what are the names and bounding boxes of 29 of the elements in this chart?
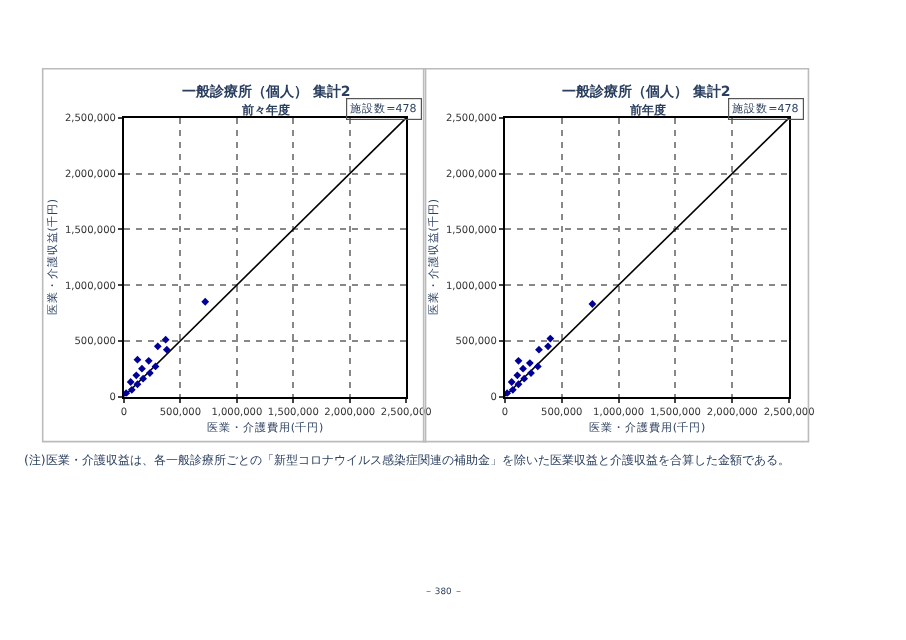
point xyxy=(139,374,147,383)
point xyxy=(546,334,555,343)
point xyxy=(201,297,210,306)
point xyxy=(507,378,516,386)
point xyxy=(508,385,517,394)
point xyxy=(514,380,523,389)
point xyxy=(513,371,522,380)
point xyxy=(126,378,135,386)
point xyxy=(535,345,543,354)
point xyxy=(153,342,162,351)
point xyxy=(133,380,142,389)
point xyxy=(127,385,136,394)
point xyxy=(145,369,154,377)
point xyxy=(133,355,142,364)
point xyxy=(514,356,523,365)
point xyxy=(132,371,141,380)
point xyxy=(123,389,131,397)
point xyxy=(144,356,153,365)
point xyxy=(544,342,552,351)
point xyxy=(519,364,527,373)
point xyxy=(151,362,160,371)
point xyxy=(588,300,597,308)
point xyxy=(520,374,529,383)
point xyxy=(162,345,171,354)
point xyxy=(533,362,542,371)
point xyxy=(138,364,146,373)
point xyxy=(161,335,170,344)
point xyxy=(525,359,534,367)
point xyxy=(504,389,512,397)
